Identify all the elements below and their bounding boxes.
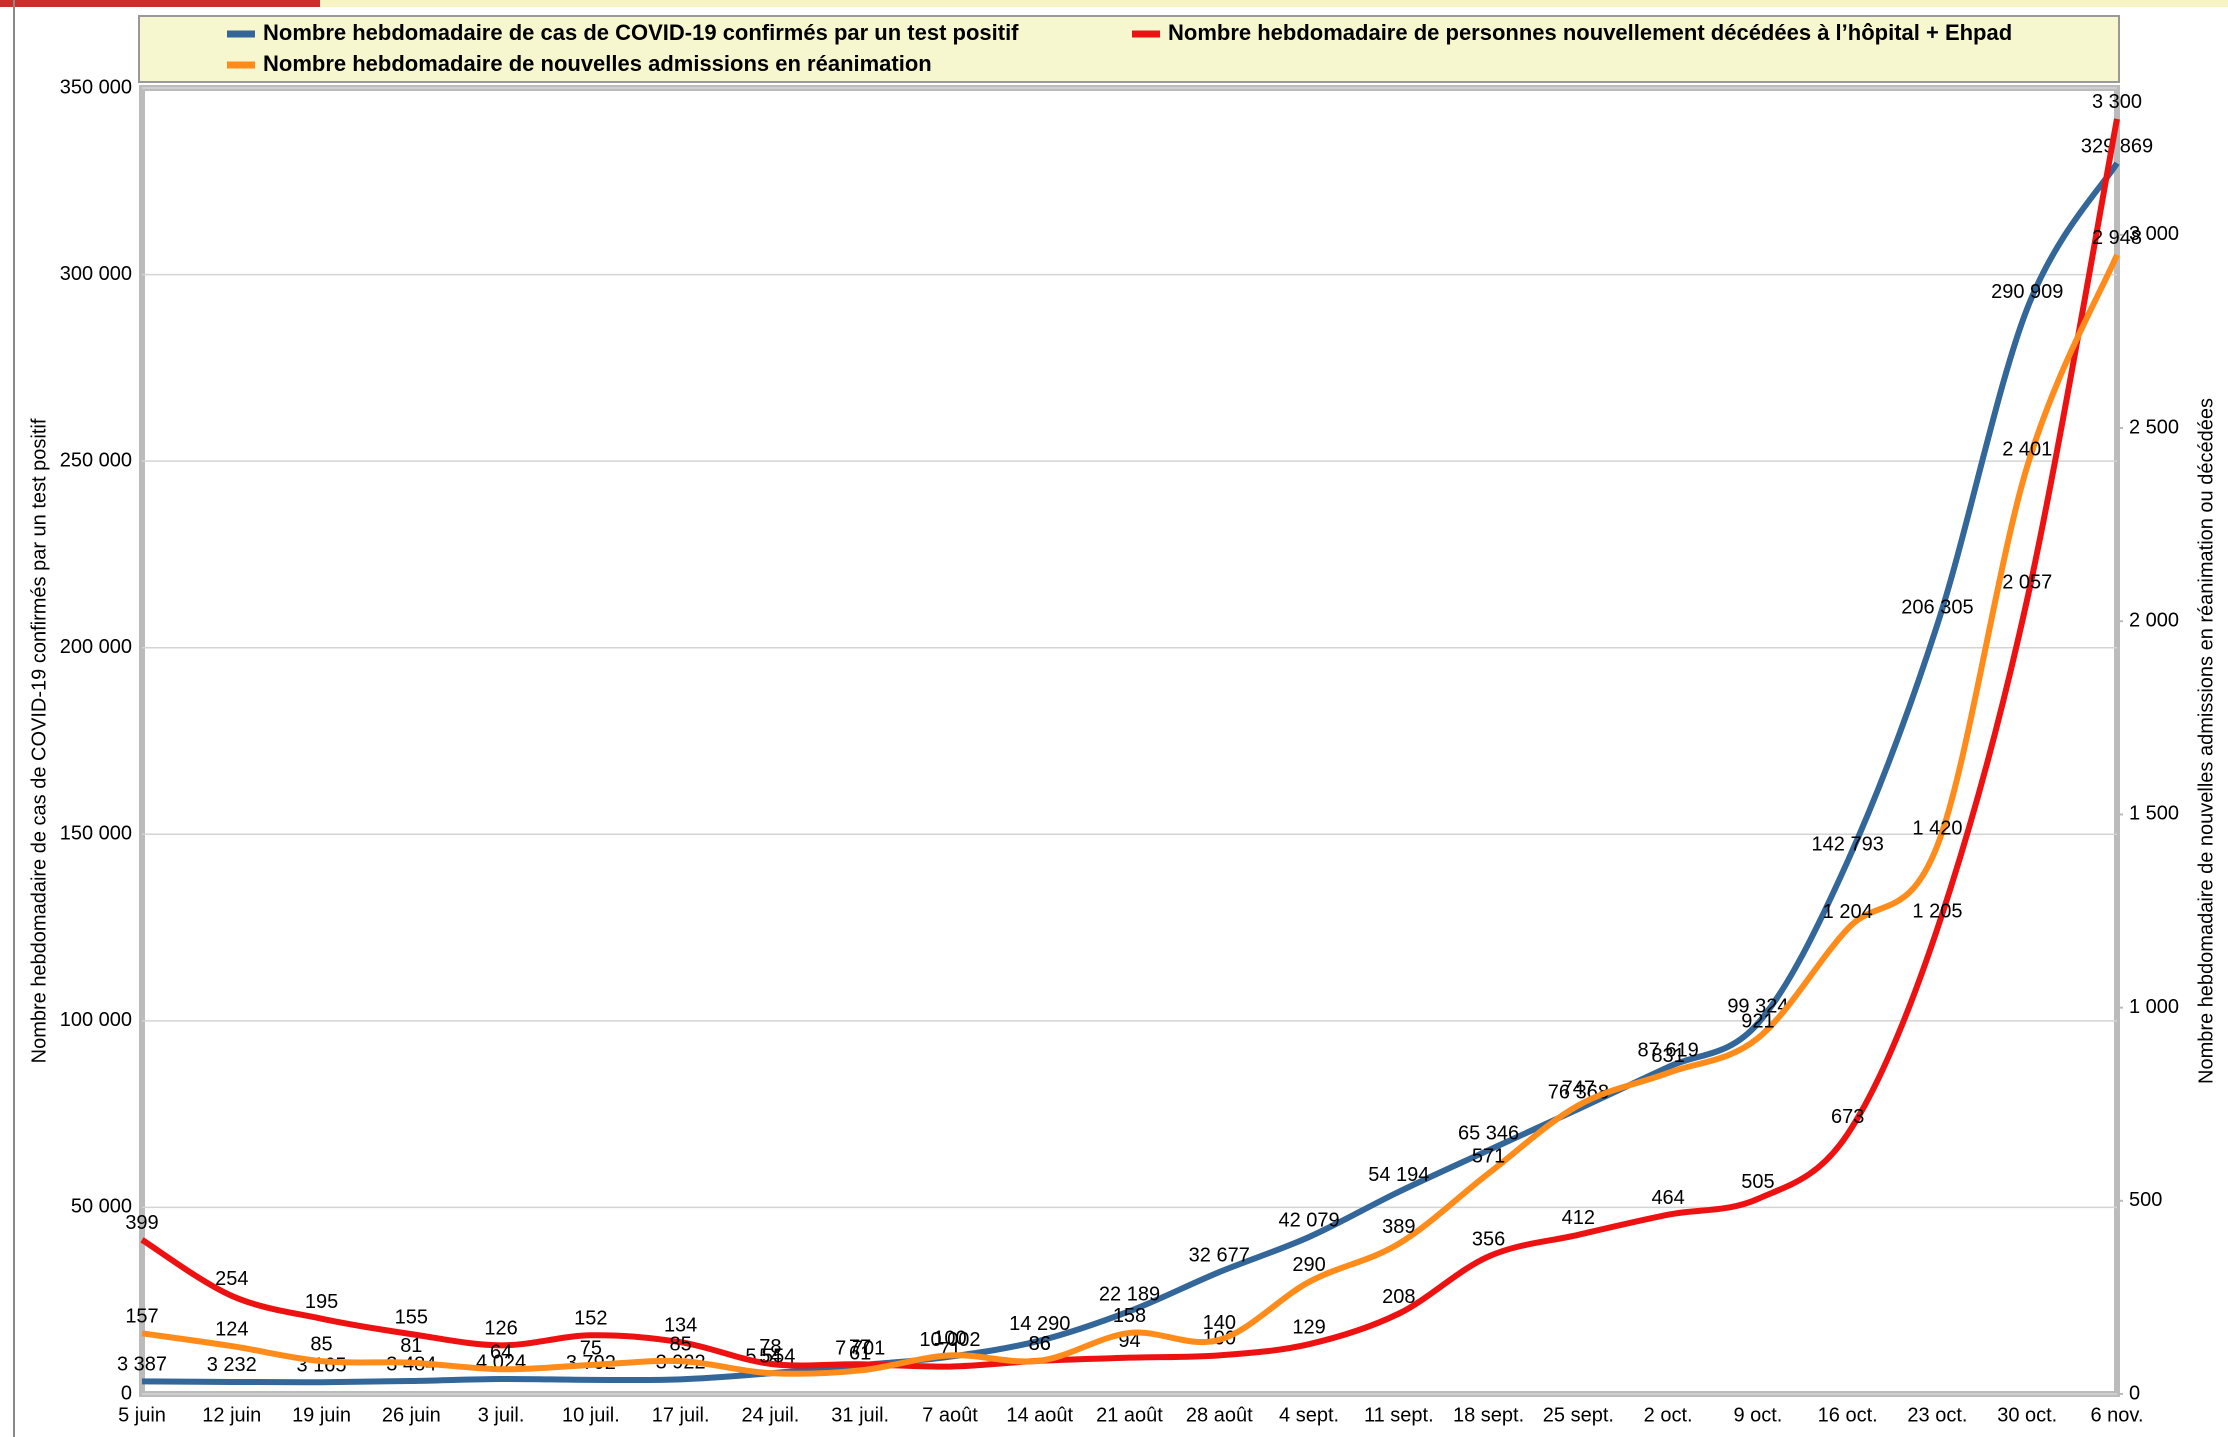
- y-tick-label: 100 000: [60, 1009, 132, 1031]
- y2-tick-label: 1 500: [2129, 803, 2179, 825]
- data-label: 208: [1382, 1286, 1415, 1308]
- data-label: 100: [933, 1328, 966, 1350]
- data-label: 3 387: [117, 1354, 167, 1376]
- y2-tick-label: 500: [2129, 1189, 2162, 1211]
- data-label: 1 204: [1823, 901, 1873, 923]
- data-label: 2 948: [2092, 227, 2142, 249]
- data-label: 389: [1382, 1216, 1415, 1238]
- legend-label: Nombre hebdomadaire de nouvelles admissi…: [263, 51, 932, 76]
- x-tick-label: 2 oct.: [1644, 1404, 1693, 1426]
- x-tick-label: 16 oct.: [1818, 1404, 1878, 1426]
- data-label: 42 079: [1278, 1209, 1339, 1231]
- chart: Nombre hebdomadaire de cas de COVID-19 c…: [0, 0, 2228, 1437]
- data-label: 464: [1651, 1187, 1684, 1209]
- data-label: 65 346: [1458, 1122, 1519, 1144]
- x-tick-label: 10 juil.: [562, 1404, 620, 1426]
- x-tick-label: 11 sept.: [1364, 1404, 1434, 1426]
- data-label: 2 401: [2002, 439, 2052, 461]
- y2-tick-label: 0: [2129, 1382, 2140, 1404]
- data-label: 142 793: [1812, 833, 1884, 855]
- legend-label: Nombre hebdomadaire de cas de COVID-19 c…: [263, 20, 1019, 45]
- x-tick-label: 6 nov.: [2091, 1404, 2144, 1426]
- data-label: 399: [125, 1212, 158, 1234]
- data-label: 81: [400, 1335, 422, 1357]
- x-tick-label: 30 oct.: [1997, 1404, 2057, 1426]
- data-label: 3 300: [2092, 91, 2142, 113]
- data-label: 157: [125, 1306, 158, 1328]
- y-tick-label: 200 000: [60, 636, 132, 658]
- x-tick-label: 25 sept.: [1543, 1404, 1614, 1426]
- data-label: 571: [1472, 1146, 1505, 1168]
- data-label: 673: [1831, 1106, 1864, 1128]
- x-tick-label: 31 juil.: [831, 1404, 889, 1426]
- x-tick-label: 12 juin: [202, 1404, 261, 1426]
- x-tick-label: 21 août: [1096, 1404, 1163, 1426]
- data-label: 86: [1029, 1333, 1051, 1355]
- data-label: 22 189: [1099, 1283, 1160, 1305]
- data-label: 124: [215, 1318, 248, 1340]
- x-tick-label: 9 oct.: [1733, 1404, 1782, 1426]
- data-label: 140: [1203, 1312, 1236, 1334]
- data-label: 747: [1562, 1078, 1595, 1100]
- data-label: 155: [395, 1306, 428, 1328]
- data-label: 32 677: [1189, 1244, 1250, 1266]
- y-tick-label: 50 000: [71, 1196, 132, 1218]
- data-label: 1 205: [1912, 901, 1962, 923]
- data-label: 356: [1472, 1229, 1505, 1251]
- y2-tick-label: 2 500: [2129, 416, 2179, 438]
- x-tick-label: 5 juin: [118, 1404, 166, 1426]
- data-label: 505: [1741, 1171, 1774, 1193]
- data-label: 195: [305, 1291, 338, 1313]
- data-label: 290: [1292, 1254, 1325, 1276]
- y2-axis-title: Nombre hebdomadaire de nouvelles admissi…: [2195, 398, 2217, 1084]
- data-label: 85: [670, 1333, 692, 1355]
- x-tick-label: 19 juin: [292, 1404, 351, 1426]
- data-label: 85: [310, 1333, 332, 1355]
- y-tick-label: 0: [121, 1382, 132, 1404]
- data-label: 254: [215, 1268, 248, 1290]
- data-label: 3 232: [207, 1354, 257, 1376]
- y-tick-label: 350 000: [60, 76, 132, 98]
- data-label: 54 194: [1368, 1164, 1429, 1186]
- y-tick-label: 300 000: [60, 263, 132, 285]
- data-label: 1 420: [1912, 818, 1962, 840]
- y-tick-label: 250 000: [60, 449, 132, 471]
- data-label: 61: [849, 1343, 871, 1365]
- y2-tick-label: 2 000: [2129, 610, 2179, 632]
- x-tick-label: 7 août: [922, 1404, 978, 1426]
- data-label: 206 305: [1901, 596, 1973, 618]
- data-label: 152: [574, 1308, 607, 1330]
- x-tick-label: 24 juil.: [742, 1404, 800, 1426]
- x-tick-label: 17 juil.: [652, 1404, 710, 1426]
- data-label: 412: [1562, 1207, 1595, 1229]
- x-tick-label: 23 oct.: [1907, 1404, 1967, 1426]
- data-label: 129: [1292, 1316, 1325, 1338]
- y-axis-title: Nombre hebdomadaire de cas de COVID-19 c…: [28, 418, 50, 1063]
- data-label: 126: [484, 1318, 517, 1340]
- plot-area: [142, 88, 2117, 1394]
- data-label: 831: [1651, 1045, 1684, 1067]
- x-tick-label: 4 sept.: [1279, 1404, 1339, 1426]
- data-label: 329 869: [2081, 135, 2153, 157]
- data-label: 75: [580, 1337, 602, 1359]
- y2-tick-label: 1 000: [2129, 996, 2179, 1018]
- data-label: 290 909: [1991, 281, 2063, 303]
- top-image: [0, 0, 320, 7]
- data-label: 14 290: [1009, 1313, 1070, 1335]
- x-tick-label: 26 juin: [382, 1404, 441, 1426]
- x-tick-label: 28 août: [1186, 1404, 1253, 1426]
- legend-label: Nombre hebdomadaire de personnes nouvell…: [1168, 20, 2012, 45]
- x-tick-label: 18 sept.: [1453, 1404, 1524, 1426]
- x-tick-label: 3 juil.: [478, 1404, 525, 1426]
- data-label: 921: [1741, 1010, 1774, 1032]
- data-label: 64: [490, 1342, 512, 1364]
- data-label: 2 057: [2002, 571, 2052, 593]
- top-strip: [320, 0, 2228, 7]
- x-tick-label: 14 août: [1006, 1404, 1073, 1426]
- data-label: 54: [759, 1345, 781, 1367]
- y-tick-label: 150 000: [60, 823, 132, 845]
- data-label: 158: [1113, 1305, 1146, 1327]
